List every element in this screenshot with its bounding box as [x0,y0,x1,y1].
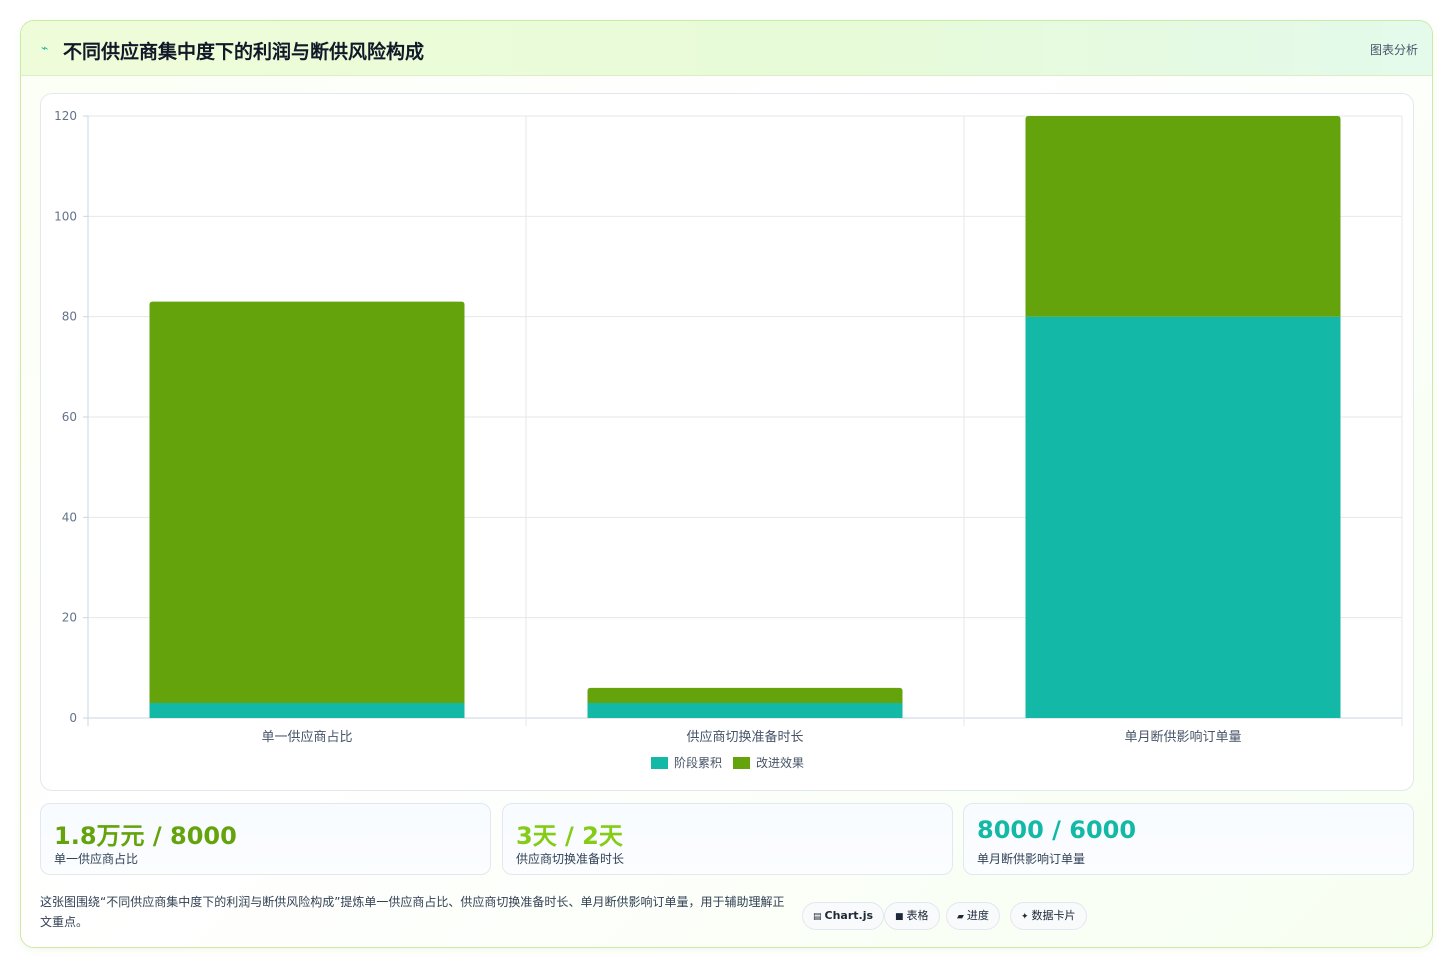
y-tick-label: 80 [62,310,77,324]
chip-chartjs[interactable]: ▤ Chart.js [802,902,885,930]
bar-segment-stage-cumulative [1025,316,1341,718]
chart-panel: 0 20 40 60 80 100 120 单一供应商占比 供应商切换准备时长 单月断供影响订单量… [40,93,1414,791]
chip-table[interactable]: ■ 表格 [884,902,940,930]
legend-label: 改进效果 [756,755,804,770]
stat-card: 8000 / 6000 单月断供影响订单量 [963,803,1414,875]
stat-value: 8000 / 6000 [977,816,1137,844]
stacked-bar-chart: 0 20 40 60 80 100 120 单一供应商占比 供应商切换准备时长 单月断供影响订单量… [54,109,1403,770]
stat-cards: 1.8万元 / 8000 单一供应商占比 3天 / 2天 供应商切换准备时长 8… [40,803,1414,875]
chart-icon: ▤ [813,912,822,922]
stat-value: 3天 / 2天 [516,822,623,850]
y-tick-label: 40 [62,510,77,524]
chart-card: ⌁ 不同供应商集中度下的利润与断供风险构成 图表分析 0 20 40 60 80 100 1… [20,20,1433,948]
legend-swatch [651,757,668,769]
legend-swatch [733,757,750,769]
stat-card: 3天 / 2天 供应商切换准备时长 [502,803,953,875]
bar-segment-stage-cumulative [149,702,465,718]
sparkle-icon: ✦ [1021,912,1029,922]
bar-segment-improvement-effect [1025,116,1341,317]
chip-label: 表格 [906,909,929,922]
stat-label: 单月断供影响订单量 [977,852,1086,866]
chip-progress[interactable]: ▰ 进度 [946,902,1000,930]
stat-label: 单一供应商占比 [54,852,139,866]
card-header: ⌁ 不同供应商集中度下的利润与断供风险构成 图表分析 [21,21,1432,76]
y-tick-label: 60 [62,410,77,424]
chip-label: 数据卡片 [1031,909,1076,922]
x-tick-label: 单一供应商占比 [261,729,352,745]
chart-pulse-icon: ⌁ [41,41,49,55]
bar-segment-improvement-effect [587,687,903,703]
y-tick-label: 120 [54,109,77,123]
y-tick-label: 0 [69,711,77,725]
chip-data-cards[interactable]: ✦ 数据卡片 [1010,902,1087,930]
progress-icon: ▰ [957,912,964,922]
bar-segment-improvement-effect [149,301,465,703]
table-icon: ■ [895,912,904,922]
bar-segment-stage-cumulative [587,702,903,718]
chart-description: 这张图围绕“不同供应商集中度下的利润与断供风险构成”提炼单一供应商占比、供应商切… [40,895,785,929]
legend-label: 阶段累积 [674,755,722,770]
stat-value: 1.8万元 / 8000 [54,822,237,850]
x-tick-label: 供应商切换准备时长 [686,729,803,745]
chart-analysis-link[interactable]: 图表分析 [1369,43,1418,57]
chip-label: 进度 [966,909,989,922]
y-tick-label: 100 [54,209,77,223]
stat-card: 1.8万元 / 8000 单一供应商占比 [40,803,491,875]
y-tick-label: 20 [62,611,77,625]
stat-label: 供应商切换准备时长 [516,852,625,866]
x-tick-label: 单月断供影响订单量 [1124,729,1241,745]
page-title: 不同供应商集中度下的利润与断供风险构成 [63,41,425,63]
chip-label: Chart.js [824,909,874,922]
